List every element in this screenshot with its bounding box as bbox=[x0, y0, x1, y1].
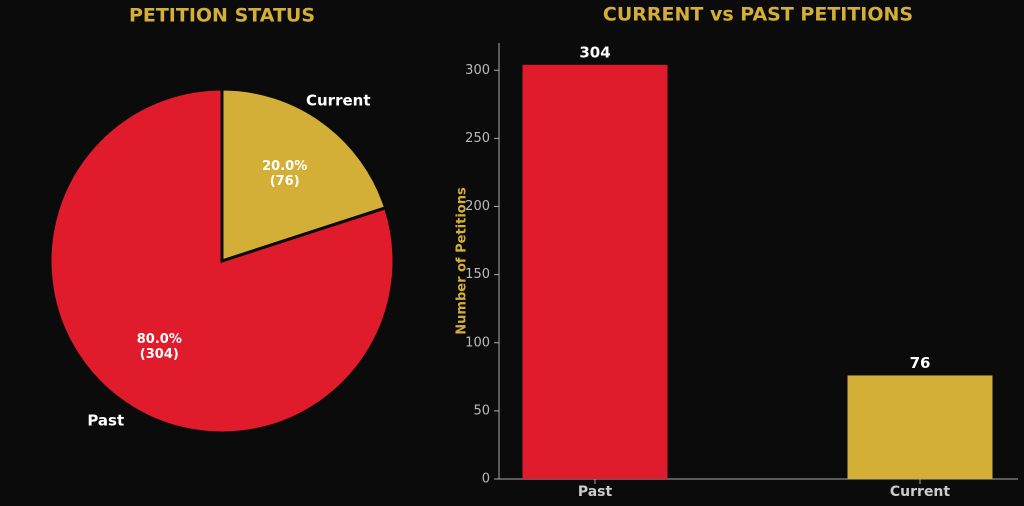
bar-title: CURRENT vs PAST PETITIONS bbox=[603, 4, 913, 26]
pie-title: PETITION STATUS bbox=[129, 5, 315, 27]
slice-label: Current bbox=[306, 91, 371, 109]
y-tick-label: 300 bbox=[465, 63, 490, 78]
bar bbox=[522, 64, 668, 480]
x-tick-label: Current bbox=[890, 484, 951, 500]
x-tick-label: Past bbox=[578, 484, 613, 500]
pie-slice bbox=[220, 87, 388, 264]
bar bbox=[847, 375, 993, 479]
bar-value-label: 304 bbox=[579, 43, 610, 61]
pie-slice bbox=[48, 87, 396, 435]
y-tick-label: 0 bbox=[482, 472, 490, 487]
slice-count: (304) bbox=[140, 347, 179, 362]
y-tick-label: 100 bbox=[465, 335, 490, 350]
y-axis-label: Number of Petitions bbox=[455, 187, 470, 335]
y-tick-label: 250 bbox=[465, 131, 490, 146]
bar-value-label: 76 bbox=[910, 354, 931, 372]
y-tick-label: 150 bbox=[465, 267, 490, 282]
slice-label: Past bbox=[87, 412, 124, 430]
y-tick-label: 200 bbox=[465, 199, 490, 214]
slice-percent: 80.0% bbox=[137, 332, 182, 347]
slice-count: (76) bbox=[270, 174, 300, 189]
y-tick-label: 50 bbox=[473, 403, 490, 418]
slice-percent: 20.0% bbox=[262, 159, 307, 174]
